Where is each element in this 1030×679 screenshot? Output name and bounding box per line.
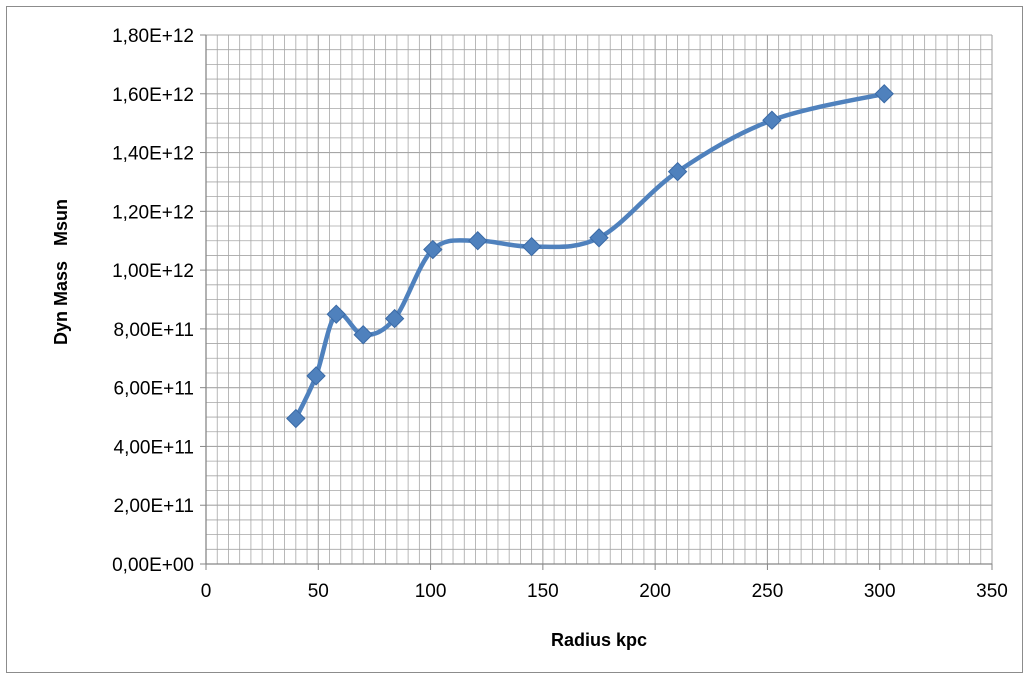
y-axis-title: Dyn Mass Msun <box>51 199 71 345</box>
data-point-diamond <box>667 161 688 182</box>
y-tick-labels: 0,00E+00 2,00E+11 4,00E+11 6,00E+11 8,00E+11… <box>112 26 194 576</box>
series-line <box>293 91 887 421</box>
y-tick-label: 6,00E+11 <box>114 379 194 400</box>
data-point-diamond <box>874 84 894 104</box>
chart-frame: 0,00E+00 2,00E+11 4,00E+11 6,00E+11 8,00E+11… <box>6 6 1023 673</box>
x-tick-label: 350 <box>976 581 1008 602</box>
data-point-diamond <box>384 308 405 329</box>
x-tick-label: 250 <box>752 581 784 602</box>
y-tick-label: 1,20E+12 <box>112 202 194 223</box>
y-tick-label: 1,40E+12 <box>112 144 194 165</box>
y-tick-label: 1,00E+12 <box>112 261 194 282</box>
y-tick-label: 1,80E+12 <box>112 26 194 47</box>
x-tick-label: 150 <box>527 581 559 602</box>
y-tick-label: 2,00E+11 <box>114 496 194 517</box>
line-chart: 0,00E+00 2,00E+11 4,00E+11 6,00E+11 8,00E+11… <box>51 26 1008 650</box>
data-point-diamond <box>286 408 306 429</box>
data-point-diamond <box>353 325 373 345</box>
y-tick-label: 1,60E+12 <box>112 85 194 106</box>
y-tick-label: 4,00E+11 <box>114 437 194 458</box>
data-point-diamond <box>589 228 609 248</box>
data-point-diamond <box>762 110 782 130</box>
x-tick-labels: 0 50 100 150 200 250 300 350 <box>201 581 1008 602</box>
x-axis-title: Radius kpc <box>551 630 647 650</box>
x-tick-label: 100 <box>415 581 447 602</box>
data-point-diamond <box>306 366 326 386</box>
grid <box>205 34 993 565</box>
x-tick-label: 200 <box>639 581 671 602</box>
x-tick-label: 300 <box>864 581 896 602</box>
y-tick-label: 0,00E+00 <box>112 555 194 576</box>
data-point-diamond <box>468 231 488 251</box>
axes <box>200 34 993 570</box>
data-point-diamond <box>326 304 346 324</box>
x-tick-label: 50 <box>308 581 329 602</box>
data-point-diamond <box>521 236 542 257</box>
series <box>286 84 894 429</box>
x-tick-label: 0 <box>201 581 212 602</box>
y-tick-label: 8,00E+11 <box>114 320 194 341</box>
data-point-diamond <box>423 239 443 260</box>
